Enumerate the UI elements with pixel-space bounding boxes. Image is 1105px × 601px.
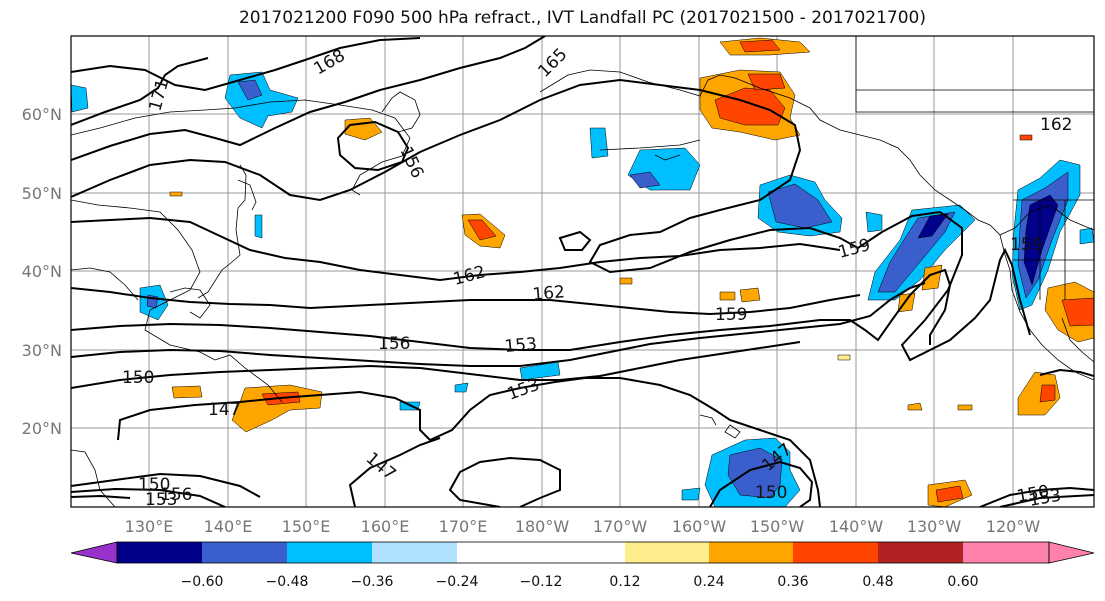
height-contours [71,36,1094,507]
lon-label: 120°W [986,517,1041,536]
contour-label: 156 [378,334,410,354]
lat-label-20n: 20°N [22,419,62,438]
colorbar-segment [202,542,287,563]
contour-label: 150 [138,475,170,495]
colorbar-tick: −0.36 [351,574,394,590]
lon-label: 170°W [593,517,648,536]
contour-label: 147 [208,400,240,420]
contour-label: 162 [532,282,566,305]
colorbar-tick: −0.60 [181,574,224,590]
lon-label: 170°E [439,517,488,536]
contour-label: 153 [145,490,177,510]
contour-label: 156 [160,485,192,505]
colorbar-tick: 0.60 [947,574,978,590]
colorbar-under-arrow [70,541,118,564]
negative-shading [71,71,1094,507]
colorbar-segment [793,542,878,563]
colorbar-tick: 0.36 [777,574,808,590]
lon-label: 150°E [282,517,331,536]
colorbar-tick: 0.48 [862,574,893,590]
colorbar-tick: 0.24 [693,574,724,590]
lat-label-60n: 60°N [22,105,62,124]
lon-label: 160°E [361,517,410,536]
lon-label: 130°E [125,517,174,536]
lat-label-40n: 40°N [22,262,62,281]
colorbar: −0.60 −0.48 −0.36 −0.24 −0.12 0.12 0.24 … [70,541,1095,590]
lon-label: 140°W [829,517,884,536]
lon-label: 140°E [204,517,253,536]
colorbar-over-arrow [1048,541,1095,564]
colorbar-segment [878,542,963,563]
contour-label: 162 [1040,115,1072,135]
longitude-labels: 130°E 140°E 150°E 160°E 170°E 180°W 170°… [125,517,1041,536]
latitude-labels: 60°N 50°N 40°N 30°N 20°N [22,105,62,438]
colorbar-segment [287,542,372,563]
contour-label: 159 [1010,235,1042,255]
map-title: 2017021200 F090 500 hPa refract., IVT La… [238,8,926,28]
colorbar-outline [116,541,1050,564]
lon-label: 160°W [672,517,727,536]
positive-shading [169,37,1094,507]
colorbar-tick: −0.24 [436,574,479,590]
colorbar-tick: −0.12 [520,574,563,590]
colorbar-segment [117,542,202,563]
map-frame [70,35,1095,508]
lat-label-30n: 30°N [22,341,62,360]
colorbar-tick: −0.48 [266,574,309,590]
lat-label-50n: 50°N [22,184,62,203]
lon-label: 150°W [750,517,805,536]
colorbar-segment [709,542,793,563]
colorbar-segment [457,542,625,563]
colorbar-tick: 0.12 [609,574,640,590]
colorbar-segment [372,542,457,563]
colorbar-segment [625,542,709,563]
contour-label: 153 [504,334,538,357]
contour-label: 150 [122,368,154,388]
contour-label: 150 [755,483,787,503]
lon-label: 180°W [515,517,570,536]
contour-label: 159 [715,305,747,325]
colorbar-segment [963,542,1049,563]
contour-label: 153 [1027,486,1062,511]
lon-label: 130°W [907,517,962,536]
